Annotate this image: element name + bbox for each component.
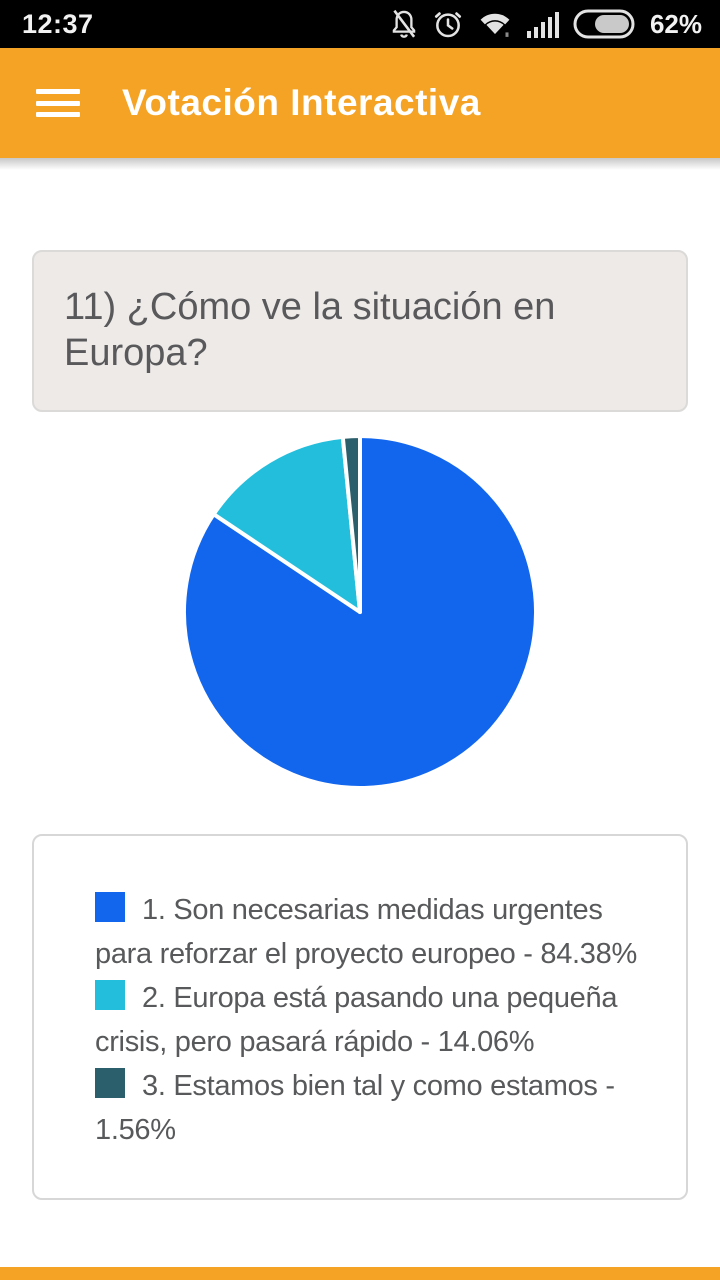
wifi-icon — [477, 9, 513, 39]
legend-item: 2. Europa está pasando una pequeña crisis… — [95, 976, 636, 1064]
legend-swatch — [95, 1068, 125, 1098]
pie-slice — [211, 434, 362, 614]
clock-time: 12:37 — [22, 8, 94, 39]
legend-swatch — [95, 892, 125, 922]
legend-item: 1. Son necesarias medidas urgentes para r… — [95, 888, 637, 976]
mute-bell-icon — [389, 8, 419, 40]
legend-swatch — [95, 980, 125, 1010]
app-bar-shadow — [0, 158, 720, 170]
legend-line: crisis, pero pasará rápido - 14.06% — [95, 1026, 535, 1058]
legend-line: 1. Son necesarias medidas urgentes — [142, 894, 603, 926]
legend-item: 3. Estamos bien tal y como estamos - 1.56… — [95, 1064, 636, 1152]
legend-line: para reforzar el proyecto europeo - 84.3… — [95, 938, 637, 970]
next-section-header-bar — [0, 1267, 720, 1280]
legend-line: 1.56% — [95, 1114, 176, 1146]
legend-items: 1. Son necesarias medidas urgentes para r… — [95, 888, 637, 1152]
app-bar: Votación Interactiva — [0, 48, 720, 158]
legend-line: 2. Europa está pasando una pequeña — [142, 982, 618, 1014]
status-icons: 62% — [389, 8, 702, 40]
question-card: 11) ¿Cómo ve la situación en Europa? — [32, 250, 688, 412]
alarm-icon — [432, 8, 464, 40]
menu-hamburger-button[interactable] — [36, 87, 80, 119]
app-title: Votación Interactiva — [122, 82, 481, 123]
question-text: 11) ¿Cómo ve la situación en Europa? — [64, 286, 556, 374]
pie-slice — [340, 433, 362, 614]
legend-line: 3. Estamos bien tal y como estamos - — [142, 1070, 615, 1102]
battery-icon — [573, 8, 635, 40]
battery-percent-text: 62% — [649, 8, 702, 39]
pie-chart-svg — [182, 433, 538, 790]
pie-chart — [0, 432, 720, 792]
status-bar: 12:37 — [0, 0, 720, 48]
signal-icon — [526, 9, 560, 39]
legend-card: 1. Son necesarias medidas urgentes para r… — [32, 834, 688, 1200]
